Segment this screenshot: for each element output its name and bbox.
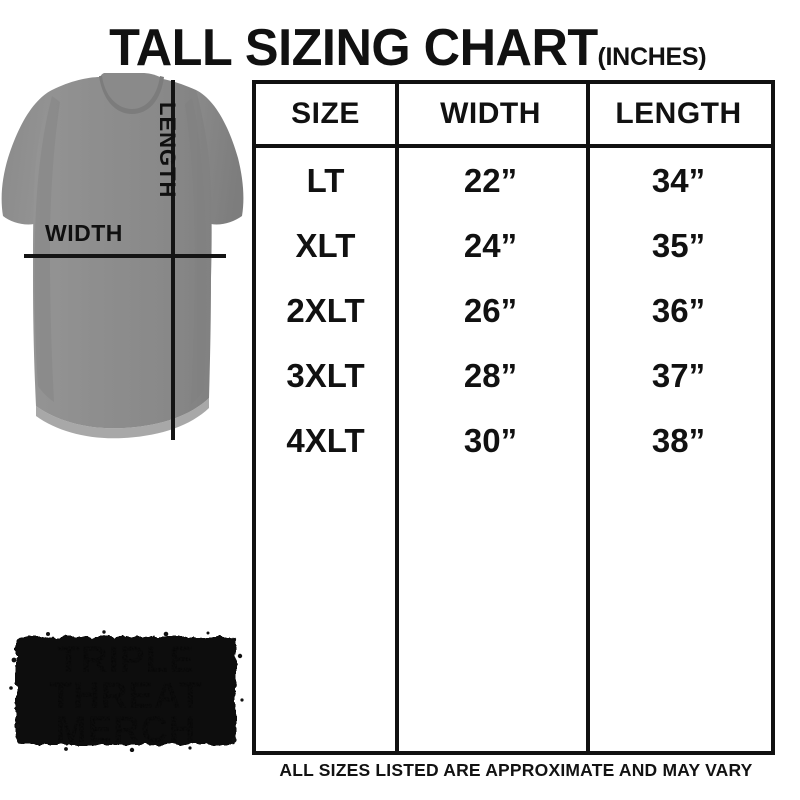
disclaimer-text: ALL SIZES LISTED ARE APPROXIMATE AND MAY… [279, 760, 753, 780]
table-row: LT 22” 34” [256, 148, 771, 213]
page-title-unit: (INCHES) [597, 43, 707, 71]
table-header-size: SIZE [291, 97, 360, 130]
brand-logo: TRIPLE THREAT MERCH [8, 630, 244, 752]
logo-line-3: MERCH [56, 709, 197, 750]
cell-length: 35” [651, 226, 706, 264]
tshirt-collar-ribbing [99, 76, 164, 114]
table-header-width: WIDTH [440, 97, 541, 130]
logo-splatter-specks [9, 630, 244, 752]
cell-width: 24” [463, 226, 518, 264]
tshirt-collar [100, 73, 162, 110]
tshirt-body [33, 77, 212, 429]
table-header-divider [256, 144, 771, 148]
cell-width: 30” [463, 421, 518, 459]
cell-width: 22” [463, 161, 518, 199]
table-row: 3XLT 28” 37” [256, 343, 771, 408]
length-measure-line [171, 80, 175, 440]
width-measure-line [24, 254, 226, 258]
logo-wordmark: TRIPLE THREAT MERCH [49, 639, 202, 750]
page-title-main: TALL SIZING CHART [108, 19, 598, 77]
cell-size: 3XLT [286, 356, 365, 394]
table-column-divider-1 [395, 84, 399, 751]
cell-size: 4XLT [286, 421, 365, 459]
tshirt-shading-right [185, 98, 207, 404]
cell-length: 38” [651, 421, 706, 459]
logo-line-2: THREAT [49, 675, 202, 716]
sizing-table: SIZE WIDTH LENGTH LT 22” 34” XLT 24” 35”… [252, 80, 775, 755]
page-title: TALL SIZING CHART (INCHES) [0, 16, 800, 74]
cell-length: 34” [651, 161, 706, 199]
cell-length: 36” [651, 291, 706, 329]
cell-size: LT [306, 161, 345, 199]
cell-width: 28” [463, 356, 518, 394]
cell-width: 26” [463, 291, 518, 329]
table-row: 4XLT 30” 38” [256, 408, 771, 473]
brand-logo-icon: TRIPLE THREAT MERCH [9, 630, 244, 752]
tshirt-illustration: LENGTH WIDTH [0, 72, 245, 452]
table-column-divider-2 [586, 84, 590, 751]
width-measure-label: WIDTH [45, 220, 123, 246]
cell-size: 2XLT [286, 291, 365, 329]
length-measure-label: LENGTH [155, 102, 180, 199]
tshirt-hem [36, 398, 209, 439]
tshirt-shading-left [34, 96, 60, 402]
table-row: XLT 24” 35” [256, 213, 771, 278]
logo-splatter-background [16, 637, 236, 745]
table-row: 2XLT 26” 36” [256, 278, 771, 343]
table-header-row: SIZE WIDTH LENGTH [256, 84, 771, 144]
logo-line-1: TRIPLE [57, 639, 195, 680]
tshirt-icon [1, 73, 244, 439]
cell-size: XLT [295, 226, 356, 264]
table-header-length: LENGTH [615, 97, 742, 130]
cell-length: 37” [651, 356, 706, 394]
